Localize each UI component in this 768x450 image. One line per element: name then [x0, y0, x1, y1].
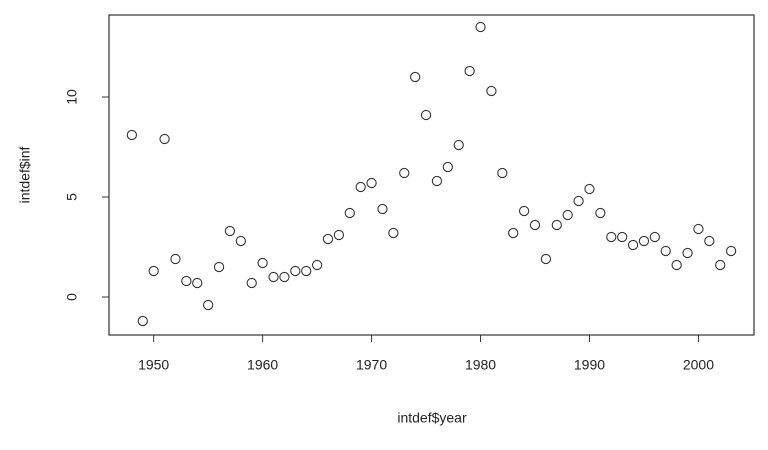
point	[475, 21, 486, 33]
point	[584, 183, 595, 195]
point	[137, 315, 148, 327]
point	[627, 239, 639, 251]
point	[682, 247, 693, 259]
point	[235, 235, 246, 247]
point	[704, 235, 715, 247]
y-axis-title: intdef$inf	[17, 146, 33, 203]
point	[453, 139, 464, 151]
point	[388, 227, 399, 239]
point	[508, 227, 519, 239]
point	[649, 231, 661, 243]
point	[420, 109, 432, 121]
point	[192, 277, 203, 289]
point	[540, 253, 552, 265]
point	[181, 275, 192, 287]
point	[486, 85, 497, 97]
point	[377, 203, 388, 215]
x-axis-title: intdef$year	[397, 410, 467, 426]
point	[268, 271, 279, 283]
point	[257, 257, 268, 269]
point	[497, 167, 508, 179]
plot-box	[108, 14, 755, 336]
point	[301, 265, 312, 277]
point	[715, 259, 726, 271]
point	[464, 65, 475, 77]
point	[322, 233, 334, 245]
point	[126, 129, 138, 141]
point	[617, 231, 628, 243]
x-tick-label: 1960	[247, 357, 278, 373]
point	[355, 181, 366, 193]
point	[442, 161, 453, 173]
point	[638, 235, 650, 247]
point	[725, 245, 737, 257]
y-tick-label: 5	[64, 193, 80, 201]
point	[595, 207, 606, 219]
point	[399, 167, 410, 179]
x-tick-label: 1950	[138, 357, 169, 373]
point	[671, 259, 682, 271]
point	[366, 177, 377, 189]
point	[660, 245, 671, 257]
point	[551, 219, 562, 231]
point	[562, 209, 573, 221]
point	[573, 195, 584, 207]
point	[213, 261, 225, 273]
y-tick-label: 0	[64, 293, 80, 301]
point	[159, 133, 170, 145]
point	[410, 71, 421, 83]
point	[148, 265, 159, 277]
y-tick-label: 10	[64, 89, 80, 105]
x-tick-label: 1970	[356, 357, 387, 373]
point	[290, 265, 301, 277]
point	[693, 223, 704, 235]
x-tick-label: 1980	[465, 357, 496, 373]
point	[431, 175, 443, 187]
point	[529, 219, 541, 231]
point	[606, 231, 617, 243]
x-tick-label: 1990	[574, 357, 605, 373]
x-tick-label: 2000	[683, 357, 714, 373]
point	[518, 205, 530, 217]
point	[333, 229, 345, 241]
point	[170, 253, 181, 265]
point	[202, 299, 214, 311]
point	[246, 277, 257, 289]
point	[311, 259, 323, 271]
point	[224, 225, 236, 237]
point	[344, 207, 355, 219]
point	[279, 271, 290, 283]
